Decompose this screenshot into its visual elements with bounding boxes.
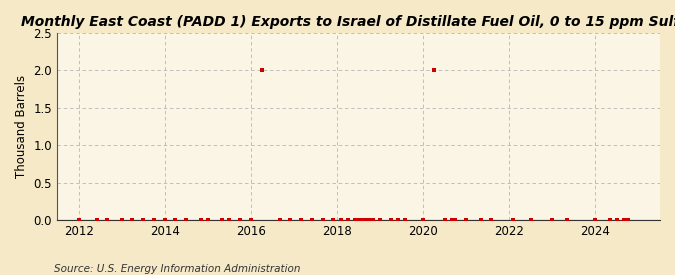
Text: Source: U.S. Energy Information Administration: Source: U.S. Energy Information Administ…: [54, 264, 300, 274]
Y-axis label: Thousand Barrels: Thousand Barrels: [15, 75, 28, 178]
Title: Monthly East Coast (PADD 1) Exports to Israel of Distillate Fuel Oil, 0 to 15 pp: Monthly East Coast (PADD 1) Exports to I…: [21, 15, 675, 29]
